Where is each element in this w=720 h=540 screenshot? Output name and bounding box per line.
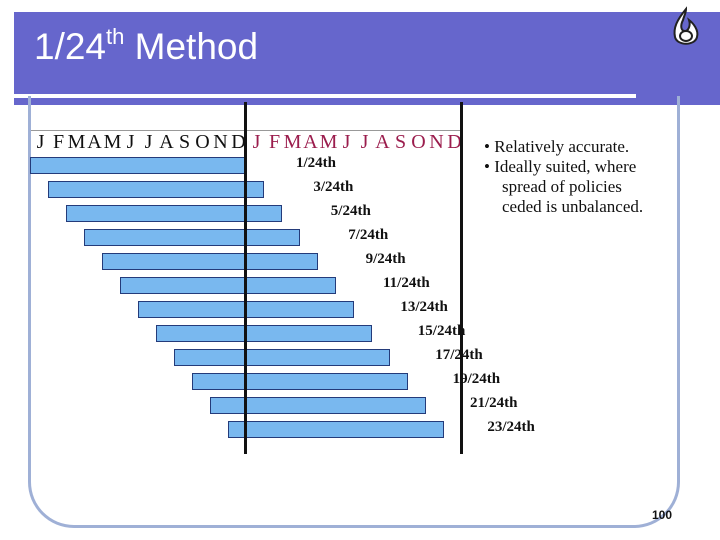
month-label: A (301, 130, 319, 153)
month-label: A (157, 130, 175, 153)
bar-label: 9/24th (365, 251, 406, 267)
month-label: S (175, 130, 193, 153)
month-label: J (337, 130, 355, 153)
coverage-bar (192, 373, 408, 390)
bar-label: 7/24th (348, 227, 389, 243)
start-divider-line (244, 102, 247, 454)
content-frame (28, 96, 680, 528)
bar-label: 13/24th (400, 299, 448, 315)
month-label: J (121, 130, 139, 153)
month-label: A (373, 130, 391, 153)
month-label: M (319, 130, 337, 153)
month-label: S (391, 130, 409, 153)
bar-label: 11/24th (383, 275, 430, 291)
header-band (14, 12, 720, 105)
month-label: O (409, 130, 427, 153)
month-label: M (67, 130, 85, 153)
bar-label: 19/24th (452, 371, 501, 387)
coverage-bar (174, 349, 390, 366)
bar-label: 3/24th (313, 179, 354, 195)
coverage-bar (48, 181, 264, 198)
month-label: N (211, 130, 229, 153)
bar-label: 1/24th (296, 155, 337, 171)
coverage-bar (156, 325, 372, 342)
bullet-list: • Relatively accurate. • Ideally suited,… (484, 137, 643, 217)
coverage-bar (228, 421, 444, 438)
month-label: M (103, 130, 121, 153)
bullet-1: • Relatively accurate. (484, 137, 630, 156)
slide-title: 1/24th Method (34, 24, 259, 67)
header-divider (14, 94, 636, 98)
end-divider-line (460, 102, 463, 454)
bullet-2-cont: spread of policies (502, 177, 622, 196)
coverage-bar (120, 277, 336, 294)
month-label: F (49, 130, 67, 153)
month-label: F (265, 130, 283, 153)
coverage-bar (102, 253, 318, 270)
month-label: O (193, 130, 211, 153)
month-label: D (229, 130, 247, 153)
month-label: M (283, 130, 301, 153)
bar-label: 21/24th (470, 395, 518, 411)
bar-label: 15/24th (417, 323, 466, 339)
coverage-bar (30, 157, 246, 174)
month-label: J (247, 130, 265, 153)
month-label: D (445, 130, 463, 153)
bullet-2-cont: ceded is unbalanced. (502, 197, 644, 216)
month-label: N (427, 130, 445, 153)
bar-label: 5/24th (330, 203, 371, 219)
month-label: J (355, 130, 373, 153)
page-number: 100 (652, 508, 673, 522)
bar-label: 17/24th (435, 347, 483, 363)
flame-logo-icon (673, 6, 699, 45)
bar-label: 23/24th (487, 419, 535, 435)
coverage-bar (66, 205, 282, 222)
coverage-bar (210, 397, 426, 414)
month-label: J (31, 130, 49, 153)
month-label: A (85, 130, 103, 153)
bullet-2: • Ideally suited, where (484, 157, 637, 176)
month-label: J (139, 130, 157, 153)
coverage-bar (84, 229, 300, 246)
